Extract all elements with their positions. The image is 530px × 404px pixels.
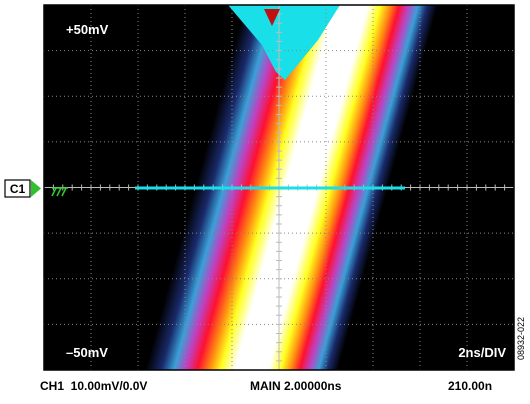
trigger-marker <box>264 9 280 26</box>
position: 210.00n <box>448 379 492 393</box>
right-edge-band <box>268 5 440 370</box>
channel-marker: C1 <box>10 182 26 196</box>
eye-center <box>234 5 372 370</box>
timebase-label: 2ns/DIV <box>458 345 506 360</box>
graticule <box>43 4 515 371</box>
ground-symbol <box>51 187 68 197</box>
channel-setting: CH1 10.00mV/0.0V <box>40 379 147 393</box>
eye-pattern <box>145 5 440 370</box>
bottom-left-label: –50mV <box>66 345 108 360</box>
top-left-label: +50mV <box>66 22 109 37</box>
channel-box <box>4 179 31 198</box>
figure-id: 08932-022 <box>516 317 526 360</box>
channel-arrow <box>31 180 41 197</box>
left-edge-band <box>145 5 337 370</box>
cyan-overlay <box>228 5 340 80</box>
screen-border <box>43 4 515 371</box>
main-timebase: MAIN 2.00000ns <box>250 379 342 393</box>
